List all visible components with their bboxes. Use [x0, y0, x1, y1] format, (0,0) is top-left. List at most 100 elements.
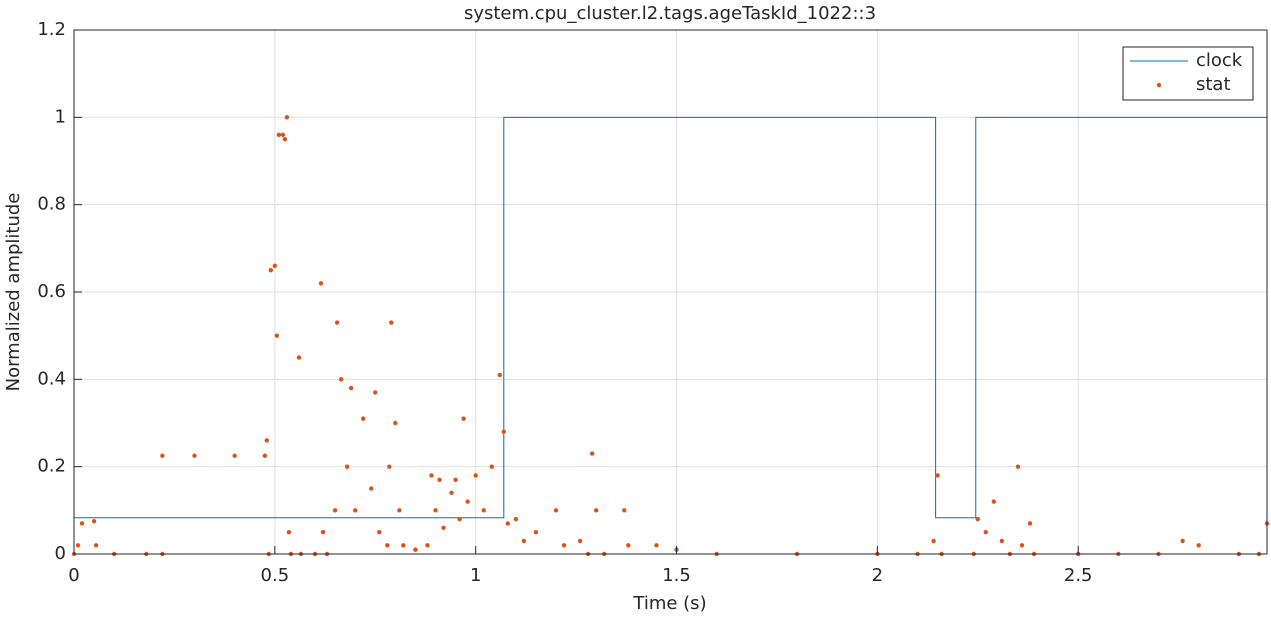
stat-point: [457, 516, 462, 522]
stat-point: [338, 377, 344, 382]
y-tick-label: 0.4: [37, 368, 66, 389]
legend-label: stat: [1196, 74, 1231, 95]
stat-point: [1196, 543, 1201, 548]
stat-point: [481, 508, 486, 513]
stat-point: [437, 477, 442, 482]
x-tick-label: 1: [470, 565, 481, 586]
stat-point: [999, 538, 1005, 544]
series-line: [74, 116, 1267, 519]
x-tick-label: 1.5: [662, 565, 691, 586]
stat-point: [513, 516, 519, 522]
stat-point: [626, 543, 631, 548]
stat-point: [280, 132, 286, 137]
stat-point: [369, 486, 374, 491]
stat-point: [505, 521, 511, 526]
stat-point: [441, 525, 446, 530]
stat-point: [385, 543, 390, 548]
stat-point: [931, 538, 936, 544]
y-tick-label: 0.6: [37, 281, 66, 302]
y-tick-label: 0.2: [37, 456, 66, 477]
stat-point: [334, 320, 340, 325]
stat-point: [593, 508, 599, 513]
stat-point: [983, 529, 989, 535]
stat-point: [497, 372, 502, 378]
stat-point: [373, 390, 378, 395]
stat-point: [521, 538, 527, 544]
stat-point: [192, 453, 197, 458]
legend: clock stat: [1122, 46, 1254, 101]
stat-point: [975, 516, 980, 522]
y-axis-label: Normalized amplitude: [3, 193, 24, 392]
legend-label: clock: [1196, 50, 1243, 71]
stat-point: [401, 543, 406, 548]
stat-point: [501, 429, 507, 434]
x-tick-label: 2.5: [1064, 565, 1093, 586]
stat-point: [393, 420, 398, 426]
stat-point: [473, 473, 478, 478]
stat-point: [1180, 538, 1185, 544]
stat-point: [332, 508, 338, 513]
stat-point: [654, 543, 659, 548]
stat-point: [262, 453, 267, 458]
legend-swatch: [1156, 82, 1162, 88]
stat-point: [75, 543, 81, 548]
ticks: 0 0.5 1 1.5 2 2.5 0 0.2 0.4 0.6 0.8 1 1.2: [37, 19, 1092, 586]
stat-point: [553, 508, 559, 513]
stat-point: [489, 464, 494, 469]
stat-point: [1015, 464, 1021, 469]
stat-point: [284, 115, 290, 120]
stat-point: [320, 529, 326, 535]
x-tick-label: 0: [68, 565, 79, 586]
stat-point: [274, 333, 280, 338]
x-tick-label: 2: [872, 565, 883, 586]
stat-point: [1027, 521, 1033, 526]
stat-point: [387, 464, 392, 469]
stat-point: [465, 499, 470, 504]
stat-point: [577, 538, 583, 544]
stat-point: [232, 453, 237, 458]
stat-point: [622, 508, 627, 513]
stat-point: [348, 385, 354, 391]
stat-point: [1019, 543, 1025, 548]
stat-point: [272, 263, 278, 268]
stat-point: [429, 473, 434, 478]
stat-point: [425, 543, 430, 548]
x-axis-label: Time (s): [632, 593, 706, 614]
y-tick-label: 1: [55, 106, 66, 127]
stat-point: [160, 453, 165, 458]
stat-point: [268, 267, 274, 273]
y-tick-label: 0.8: [37, 194, 66, 215]
plot: [71, 115, 1270, 557]
chart-title: system.cpu_cluster.l2.tags.ageTaskId_102…: [464, 3, 876, 24]
stat-point: [413, 547, 418, 552]
stat-point: [352, 508, 358, 513]
stat-point: [296, 355, 302, 360]
stat-point: [991, 499, 997, 504]
stat-point: [453, 477, 458, 482]
stat-point: [461, 416, 466, 421]
stat-point: [344, 464, 350, 469]
stat-point: [282, 136, 288, 142]
y-tick-label: 0: [55, 543, 66, 564]
stat-point: [377, 529, 382, 535]
y-tick-label: 1.2: [37, 19, 66, 40]
stat-point: [589, 451, 595, 456]
stat-point: [533, 529, 539, 535]
stat-point: [935, 473, 940, 478]
stat-point: [276, 132, 282, 137]
stat-point: [361, 416, 366, 421]
stat-point: [93, 543, 99, 548]
stat-point: [79, 521, 85, 526]
stat-point: [397, 508, 402, 513]
stat-point: [91, 519, 97, 524]
stat-point: [264, 438, 270, 443]
stat-point: [318, 281, 324, 286]
stat-point: [389, 320, 394, 325]
legend-box: [1122, 46, 1254, 101]
x-tick-label: 0.5: [261, 565, 290, 586]
stat-point: [561, 543, 567, 548]
stat-point: [433, 508, 438, 513]
stat-point: [286, 529, 292, 535]
